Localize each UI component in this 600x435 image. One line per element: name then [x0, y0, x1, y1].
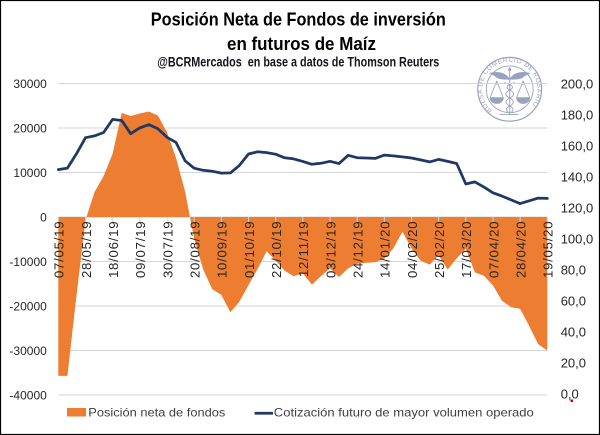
- svg-text:04/02/20: 04/02/20: [405, 221, 420, 278]
- svg-text:30000: 30000: [13, 77, 47, 91]
- svg-text:22/10/19: 22/10/19: [269, 221, 284, 278]
- svg-text:80,0: 80,0: [561, 262, 586, 277]
- svg-text:160,0: 160,0: [561, 138, 594, 153]
- svg-text:40,0: 40,0: [561, 324, 586, 339]
- svg-text:200,0: 200,0: [561, 76, 594, 91]
- svg-text:-20000: -20000: [9, 299, 47, 313]
- svg-text:-30000: -30000: [9, 344, 47, 358]
- svg-text:@BCRMercados en base a datos: @BCRMercados en base a datos de Thomson …: [157, 55, 439, 70]
- svg-text:03/12/19: 03/12/19: [323, 221, 338, 278]
- svg-text:14/01/20: 14/01/20: [378, 221, 393, 278]
- svg-text:140,0: 140,0: [561, 169, 594, 184]
- svg-text:09/07/19: 09/07/19: [133, 221, 148, 278]
- svg-text:Posición neta de fondos: Posición neta de fondos: [88, 406, 225, 420]
- svg-text:60,0: 60,0: [561, 293, 586, 308]
- svg-text:25/02/20: 25/02/20: [432, 221, 447, 278]
- svg-text:Cotización futuro de mayor vol: Cotización futuro de mayor volumen opera…: [274, 406, 534, 420]
- svg-text:28/05/19: 28/05/19: [79, 221, 94, 278]
- svg-text:19/05/20: 19/05/20: [541, 221, 556, 278]
- svg-text:Posición Neta de Fondos de inv: Posición Neta de Fondos de inversión: [151, 9, 446, 29]
- svg-text:100,0: 100,0: [561, 231, 594, 246]
- svg-text:17/03/20: 17/03/20: [459, 221, 474, 278]
- svg-text:20/08/19: 20/08/19: [188, 221, 203, 278]
- svg-text:12/11/19: 12/11/19: [296, 221, 311, 277]
- svg-text:-40000: -40000: [9, 388, 47, 402]
- svg-text:07/05/19: 07/05/19: [52, 221, 67, 278]
- svg-text:18/06/19: 18/06/19: [106, 221, 121, 278]
- svg-text:20000: 20000: [13, 121, 47, 135]
- svg-text:0,0: 0,0: [561, 386, 579, 401]
- svg-text:180,0: 180,0: [561, 107, 594, 122]
- svg-text:0: 0: [40, 210, 47, 224]
- svg-text:-10000: -10000: [9, 255, 47, 269]
- svg-text:01/10/19: 01/10/19: [242, 221, 257, 278]
- svg-text:07/04/20: 07/04/20: [486, 221, 501, 278]
- svg-text:28/04/20: 28/04/20: [514, 221, 529, 278]
- svg-text:20,0: 20,0: [561, 355, 586, 370]
- svg-text:30/07/19: 30/07/19: [160, 221, 175, 278]
- svg-text:en futuros de Maíz: en futuros de Maíz: [227, 34, 376, 54]
- svg-text:10/09/19: 10/09/19: [215, 221, 230, 278]
- svg-text:24/12/19: 24/12/19: [351, 221, 366, 278]
- svg-text:120,0: 120,0: [561, 200, 594, 215]
- svg-text:10000: 10000: [13, 166, 47, 180]
